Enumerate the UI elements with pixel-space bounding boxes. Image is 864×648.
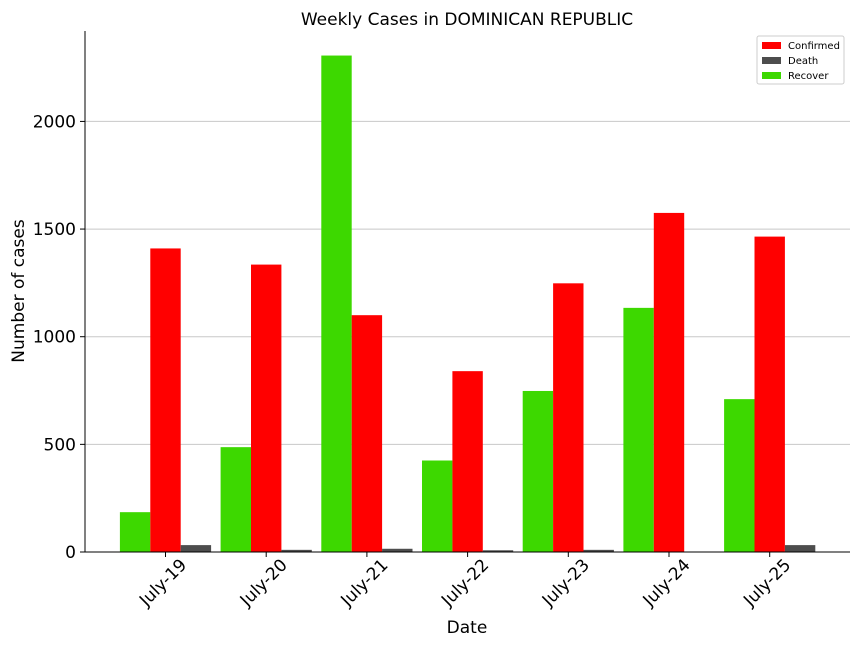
x-ticks: July-19 July-20 July-21 July-22 July-23 July-…: [135, 552, 795, 611]
bar-recover-july-22: [422, 460, 453, 552]
x-tick-label: July-21: [337, 555, 393, 611]
x-tick-label: July-23: [538, 555, 594, 611]
bar-recover-july-25: [724, 399, 755, 552]
y-tick-label: 1000: [33, 328, 76, 348]
bar-recover-july-21: [321, 55, 352, 553]
x-tick-label: July-20: [236, 555, 292, 611]
y-tick-label: 2000: [33, 112, 76, 132]
legend-label-death: Death: [788, 56, 818, 67]
bar-confirmed-july-24: [653, 212, 685, 552]
bar-recover-july-20: [220, 447, 251, 552]
bar-death-july-22: [482, 550, 514, 552]
bar-death-july-23: [583, 549, 614, 552]
bar-confirmed-july-20: [251, 264, 282, 552]
bar-recover-july-24: [623, 307, 654, 552]
x-tick-label: July-22: [437, 555, 493, 611]
bar-death-july-21: [382, 548, 413, 552]
bar-confirmed-july-22: [452, 371, 483, 552]
bar-death-july-20: [281, 549, 312, 552]
bars: [119, 55, 816, 553]
y-tick-label: 0: [65, 543, 76, 563]
y-tick-label: 1500: [33, 220, 76, 240]
legend-label-confirmed: Confirmed: [788, 41, 840, 52]
legend-swatch-recover: [762, 72, 781, 79]
legend-label-recover: Recover: [788, 71, 829, 82]
y-tick-label: 500: [44, 435, 76, 455]
x-tick-label: July-24: [639, 555, 695, 611]
bar-recover-july-23: [522, 390, 554, 552]
legend: Confirmed Death Recover: [756, 35, 845, 85]
chart-title: Weekly Cases in DOMINICAN REPUBLIC: [301, 10, 633, 30]
bar-death-july-19: [180, 545, 212, 552]
x-axis-label: Date: [447, 618, 488, 638]
bar-confirmed-july-21: [351, 315, 383, 552]
x-tick-label: July-19: [135, 555, 191, 611]
bar-recover-july-19: [119, 512, 151, 552]
y-ticks: 0 500 1000 1500 2000: [33, 112, 85, 563]
bar-confirmed-july-23: [553, 283, 584, 552]
legend-swatch-death: [762, 57, 781, 64]
bar-death-july-25: [784, 545, 816, 552]
y-axis-label: Number of cases: [9, 219, 29, 363]
bar-confirmed-july-19: [150, 248, 181, 553]
bar-confirmed-july-25: [754, 236, 785, 552]
legend-swatch-confirmed: [762, 42, 781, 49]
x-tick-label: July-25: [739, 555, 795, 611]
